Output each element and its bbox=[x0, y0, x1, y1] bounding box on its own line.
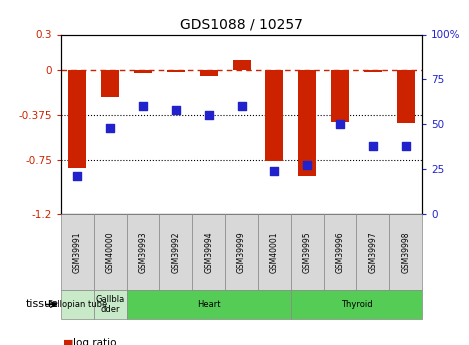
Point bbox=[172, 107, 180, 112]
Point bbox=[303, 163, 311, 168]
Text: GSM40001: GSM40001 bbox=[270, 231, 279, 273]
Text: Fallopian tube: Fallopian tube bbox=[48, 300, 107, 309]
Text: log ratio: log ratio bbox=[73, 338, 116, 345]
Title: GDS1088 / 10257: GDS1088 / 10257 bbox=[180, 18, 303, 32]
Point bbox=[106, 125, 114, 130]
Text: GSM39997: GSM39997 bbox=[368, 231, 378, 273]
Text: Gallbla
dder: Gallbla dder bbox=[96, 295, 125, 314]
Bar bbox=[134, 70, 152, 73]
Point bbox=[205, 112, 212, 118]
Bar bbox=[167, 70, 185, 71]
Point bbox=[369, 143, 377, 148]
Bar bbox=[68, 70, 86, 168]
Bar bbox=[233, 60, 250, 70]
Point bbox=[238, 104, 245, 109]
Text: GSM39994: GSM39994 bbox=[204, 231, 213, 273]
Bar bbox=[101, 70, 119, 97]
Text: GSM39998: GSM39998 bbox=[401, 231, 410, 273]
Text: tissue: tissue bbox=[26, 299, 59, 309]
Bar bbox=[364, 70, 382, 71]
Point bbox=[74, 174, 81, 179]
Text: Thyroid: Thyroid bbox=[340, 300, 372, 309]
Text: Heart: Heart bbox=[197, 300, 220, 309]
Text: GSM40000: GSM40000 bbox=[106, 231, 115, 273]
Text: GSM39996: GSM39996 bbox=[335, 231, 345, 273]
Point bbox=[271, 168, 278, 174]
Text: GSM39993: GSM39993 bbox=[138, 231, 148, 273]
Point bbox=[336, 121, 344, 127]
Text: GSM39991: GSM39991 bbox=[73, 231, 82, 273]
Bar bbox=[200, 70, 218, 76]
Text: GSM39992: GSM39992 bbox=[171, 231, 181, 273]
Bar bbox=[331, 70, 349, 122]
Point bbox=[139, 104, 147, 109]
Text: GSM39995: GSM39995 bbox=[303, 231, 312, 273]
Bar bbox=[397, 70, 415, 123]
Point bbox=[402, 143, 409, 148]
Bar bbox=[298, 70, 316, 176]
Bar bbox=[265, 70, 283, 161]
Text: GSM39999: GSM39999 bbox=[237, 231, 246, 273]
Text: ■: ■ bbox=[63, 338, 74, 345]
